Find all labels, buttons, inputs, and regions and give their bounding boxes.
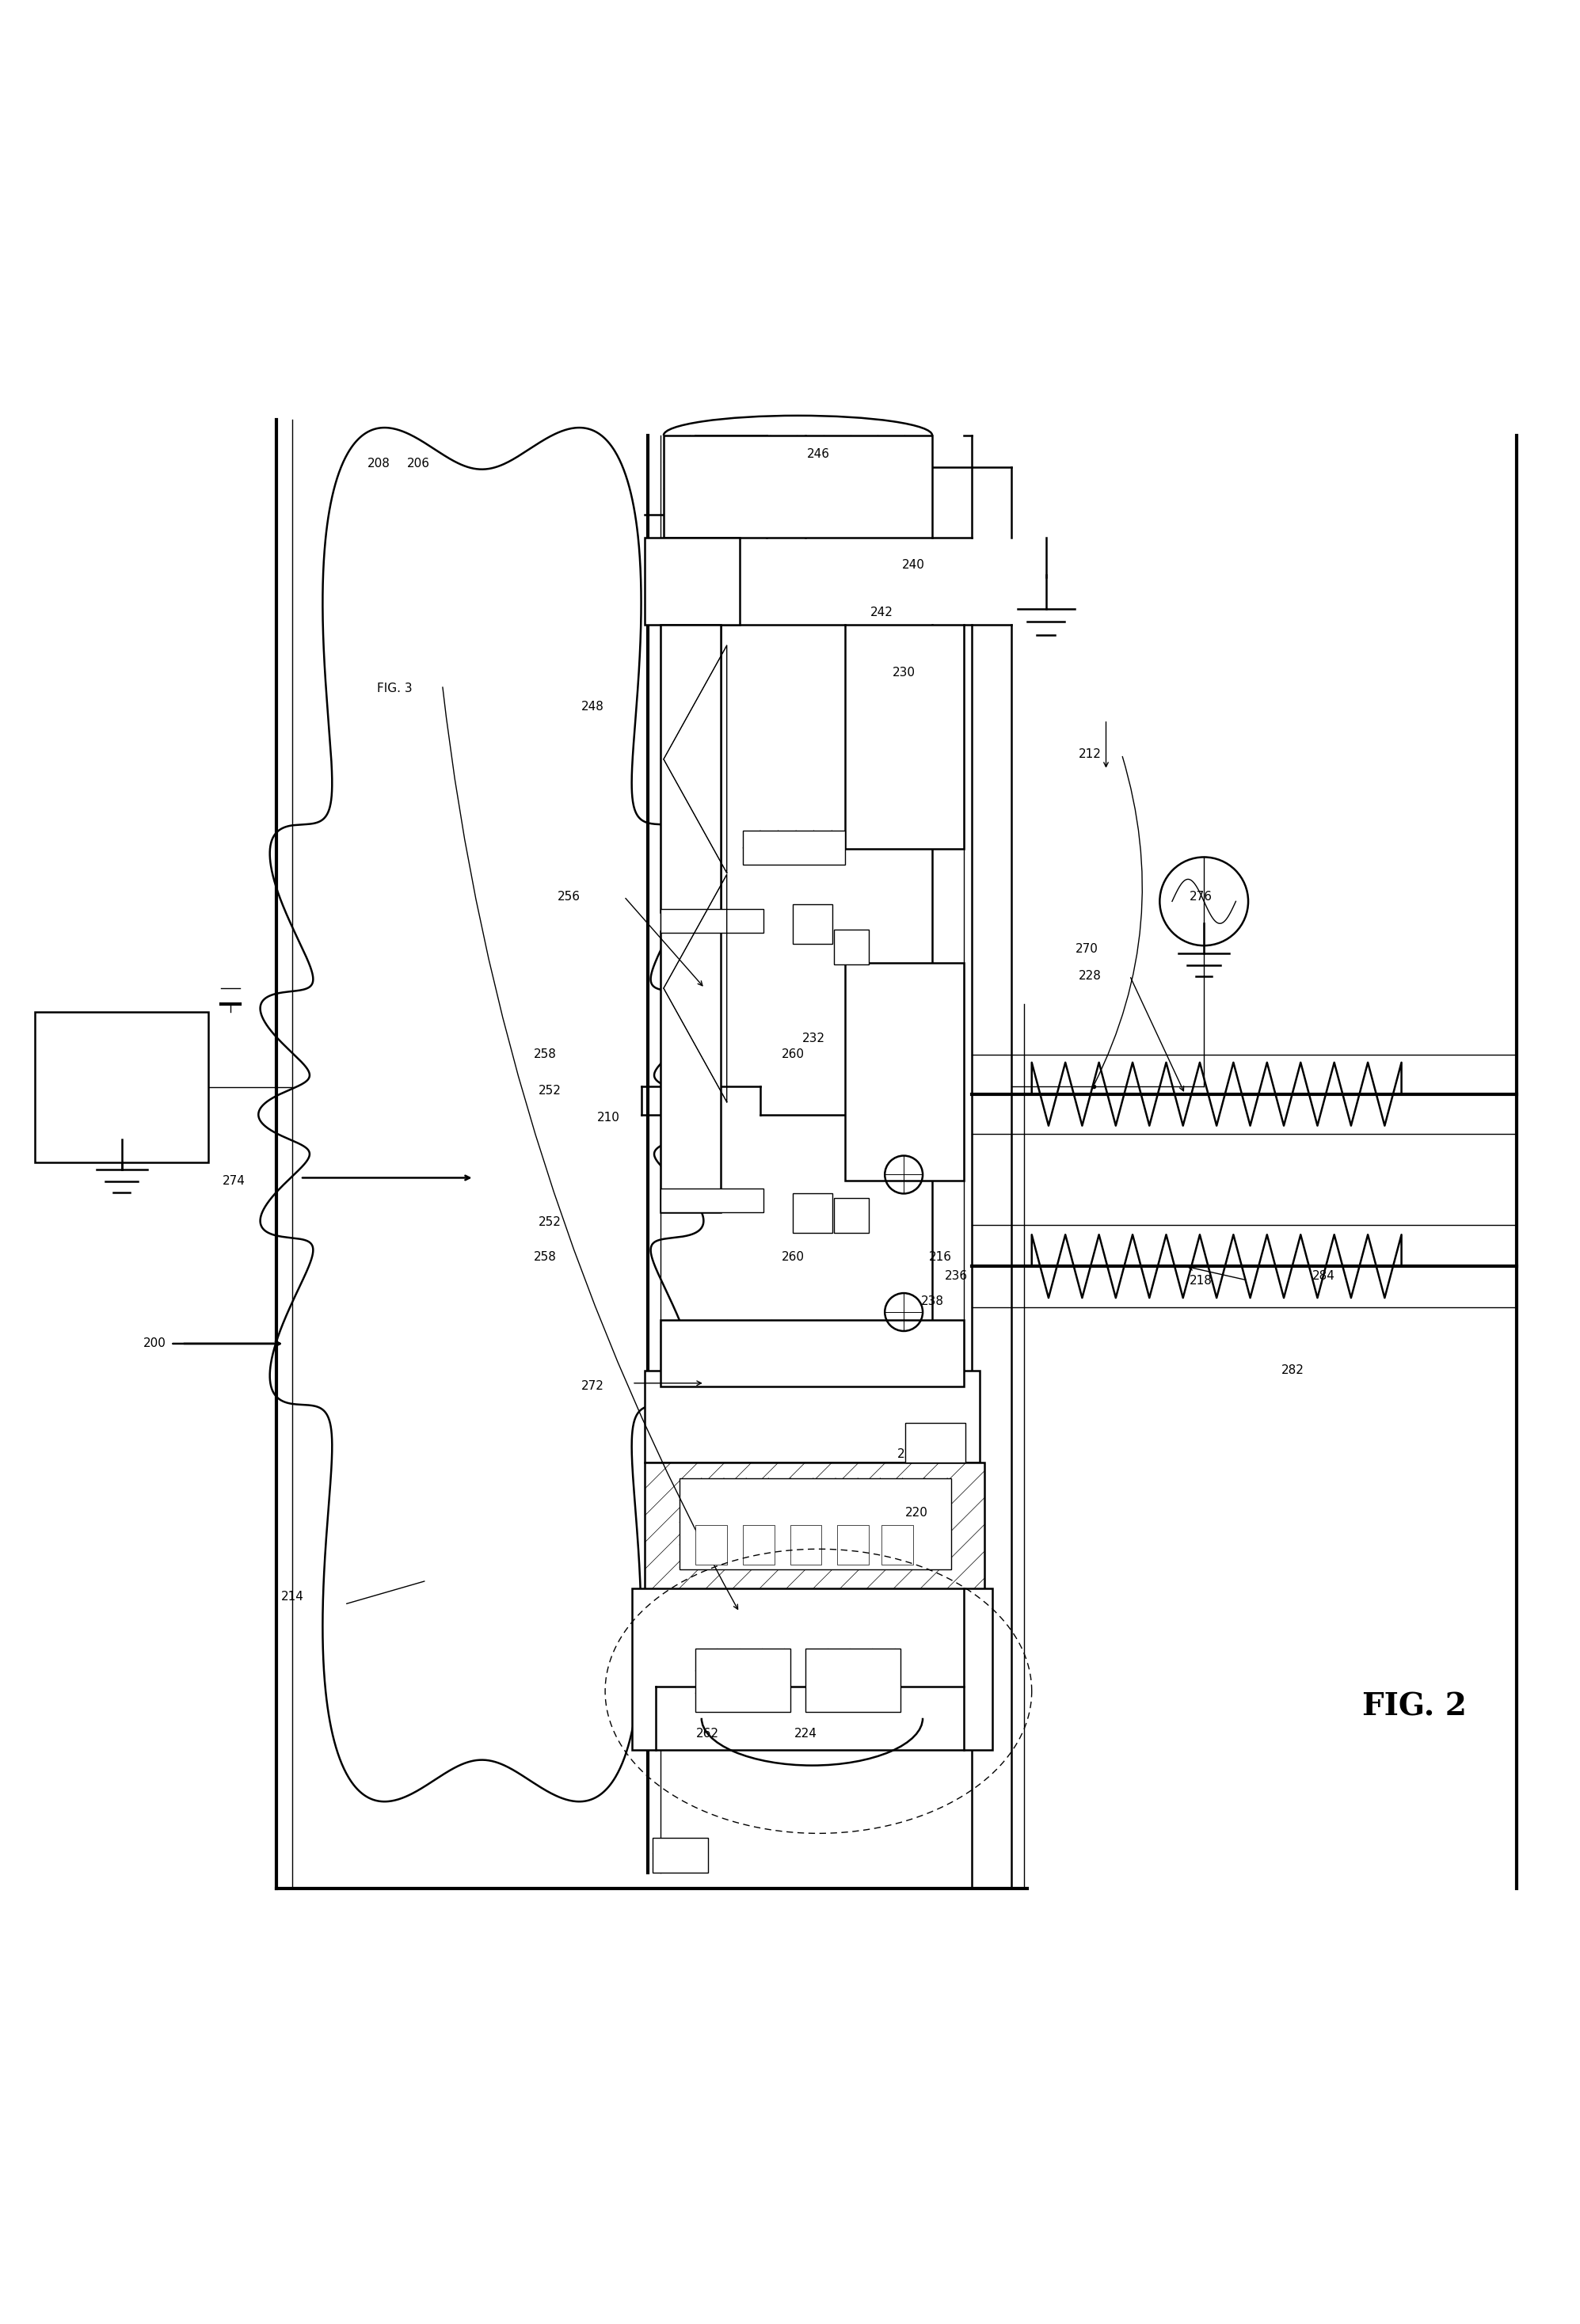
Text: 248: 248 bbox=[581, 702, 604, 713]
Text: 238: 238 bbox=[921, 1294, 943, 1306]
Bar bbox=[664, 435, 932, 539]
Text: 282: 282 bbox=[1281, 1364, 1304, 1376]
Bar bbox=[645, 539, 739, 625]
Text: 206: 206 bbox=[408, 458, 430, 469]
Text: 208: 208 bbox=[368, 458, 390, 469]
Text: FIG. 2: FIG. 2 bbox=[1362, 1692, 1466, 1722]
Bar bbox=[660, 1320, 964, 1387]
Text: 258: 258 bbox=[534, 1048, 556, 1060]
Bar bbox=[695, 1525, 727, 1564]
Text: 234: 234 bbox=[763, 844, 785, 855]
Text: 246: 246 bbox=[807, 449, 830, 460]
Text: 222: 222 bbox=[839, 1555, 861, 1566]
Bar bbox=[660, 932, 720, 1213]
Text: 242: 242 bbox=[871, 607, 893, 618]
Bar bbox=[660, 1190, 763, 1213]
Text: 214: 214 bbox=[281, 1590, 303, 1601]
Text: 240: 240 bbox=[902, 560, 924, 572]
Text: 252: 252 bbox=[539, 1215, 561, 1227]
Text: 252: 252 bbox=[539, 1085, 561, 1097]
Bar bbox=[743, 1525, 774, 1564]
Text: 258: 258 bbox=[534, 1250, 556, 1262]
Bar bbox=[695, 1648, 790, 1713]
Text: 200: 200 bbox=[144, 1339, 166, 1350]
Bar bbox=[660, 909, 763, 932]
Text: 220: 220 bbox=[905, 1506, 927, 1518]
Text: 228: 228 bbox=[1079, 969, 1101, 981]
Bar bbox=[834, 930, 869, 964]
Text: 218: 218 bbox=[1190, 1274, 1212, 1287]
Bar bbox=[660, 625, 720, 913]
Text: 230: 230 bbox=[893, 667, 915, 679]
Bar bbox=[743, 830, 845, 865]
Bar bbox=[632, 1590, 992, 1750]
Bar bbox=[845, 625, 964, 848]
Text: 226: 226 bbox=[897, 1448, 920, 1459]
Bar bbox=[679, 1478, 951, 1569]
Text: −: − bbox=[77, 1113, 90, 1127]
Text: 256: 256 bbox=[558, 890, 580, 902]
Bar bbox=[905, 1422, 965, 1462]
Text: 236: 236 bbox=[945, 1269, 967, 1281]
Text: HV: HV bbox=[92, 1050, 111, 1062]
Text: 202: 202 bbox=[144, 1053, 166, 1064]
Text: +: + bbox=[147, 1113, 160, 1127]
Bar bbox=[645, 1462, 984, 1592]
Bar bbox=[806, 1648, 901, 1713]
Bar bbox=[834, 1199, 869, 1234]
Text: 210: 210 bbox=[597, 1111, 619, 1125]
Text: 232: 232 bbox=[803, 1032, 825, 1046]
Bar bbox=[35, 1011, 209, 1162]
Text: 274: 274 bbox=[223, 1176, 245, 1188]
Text: 276: 276 bbox=[1190, 890, 1212, 902]
Text: 224: 224 bbox=[795, 1729, 817, 1741]
Bar bbox=[793, 1195, 833, 1234]
Text: 260: 260 bbox=[782, 1250, 804, 1262]
Text: DC: DC bbox=[150, 1050, 169, 1062]
Bar bbox=[845, 962, 964, 1181]
Text: 216: 216 bbox=[929, 1250, 951, 1262]
Bar bbox=[790, 1525, 822, 1564]
Text: FIG. 3: FIG. 3 bbox=[378, 683, 412, 695]
Bar bbox=[837, 1525, 869, 1564]
Text: 260: 260 bbox=[782, 1048, 804, 1060]
Text: 284: 284 bbox=[1313, 1269, 1335, 1281]
Bar bbox=[793, 904, 833, 944]
Bar bbox=[882, 1525, 913, 1564]
Text: 204: 204 bbox=[65, 1053, 87, 1064]
Text: 270: 270 bbox=[1076, 944, 1098, 955]
Text: 272: 272 bbox=[581, 1380, 604, 1392]
Text: 212: 212 bbox=[1079, 748, 1101, 760]
Bar bbox=[653, 1838, 708, 1873]
Text: 262: 262 bbox=[697, 1729, 719, 1741]
Bar bbox=[645, 1371, 980, 1462]
